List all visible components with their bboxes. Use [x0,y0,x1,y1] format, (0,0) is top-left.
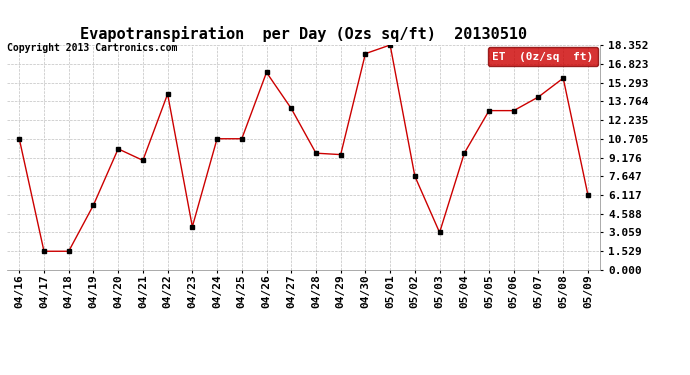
Title: Evapotranspiration  per Day (Ozs sq/ft)  20130510: Evapotranspiration per Day (Ozs sq/ft) 2… [80,27,527,42]
Text: Copyright 2013 Cartronics.com: Copyright 2013 Cartronics.com [7,43,177,53]
Legend: ET  (0z/sq  ft): ET (0z/sq ft) [488,47,598,66]
